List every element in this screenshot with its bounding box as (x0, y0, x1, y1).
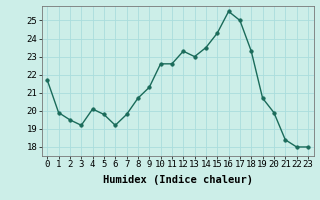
X-axis label: Humidex (Indice chaleur): Humidex (Indice chaleur) (103, 175, 252, 185)
